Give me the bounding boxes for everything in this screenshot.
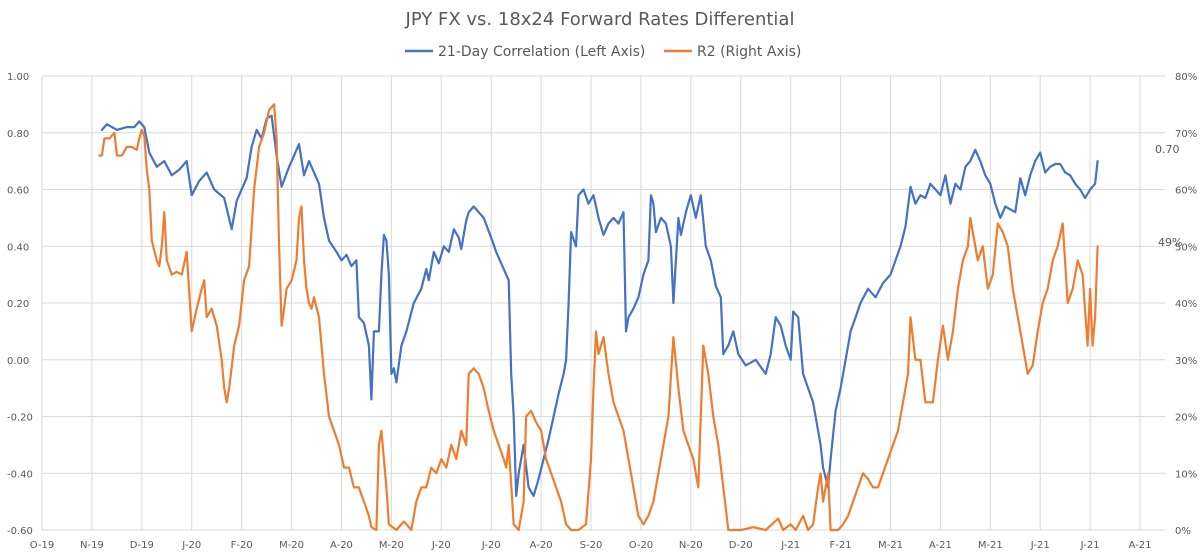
x-tick-label: A-20 <box>330 540 353 551</box>
y-left-tick-label: 0.60 <box>7 186 29 197</box>
legend-label-correlation: 21-Day Correlation (Left Axis) <box>438 44 645 60</box>
x-tick-label: J-20 <box>431 540 451 551</box>
annotation-correlation-last: 0.70 <box>1155 143 1180 156</box>
y-left-tick-label: -0.20 <box>7 413 33 424</box>
legend-item-correlation[interactable]: 21-Day Correlation (Left Axis) <box>405 44 645 60</box>
chart-title: JPY FX vs. 18x24 Forward Rates Different… <box>405 9 795 30</box>
axes: -0.60 -0.40 -0.20 0.00 0.20 0.40 0.60 0.80 1.00 0… <box>7 72 1197 551</box>
legend[interactable]: 21-Day Correlation (Left Axis) R2 (Right… <box>405 44 801 60</box>
x-tick-label: A-21 <box>1129 540 1152 551</box>
y-right-tick-label: 40% <box>1175 299 1197 310</box>
x-tick-label: M-21 <box>878 540 903 551</box>
y-left-tick-label: 0.20 <box>7 299 29 310</box>
y-right-tick-label: 80% <box>1175 72 1197 83</box>
x-tick-label: S-20 <box>580 540 603 551</box>
x-tick-label: A-20 <box>530 540 553 551</box>
x-tick-label: F-20 <box>231 540 253 551</box>
x-tick-label: M-20 <box>279 540 304 551</box>
x-tick-label: A-21 <box>929 540 952 551</box>
y-left-tick-label: 1.00 <box>7 72 29 83</box>
legend-label-r2: R2 (Right Axis) <box>697 44 801 60</box>
x-tick-label: D-20 <box>729 540 753 551</box>
y-left-tick-label: -0.40 <box>7 469 33 480</box>
x-tick-label: J-21 <box>1030 540 1050 551</box>
series-lines <box>98 103 1099 532</box>
y-right-tick-label: 20% <box>1175 413 1197 424</box>
y-right-tick-label: 10% <box>1175 469 1197 480</box>
y-left-tick-label: 0.00 <box>7 356 29 367</box>
y-right-tick-label: 50% <box>1175 242 1197 253</box>
y-right-tick-label: 60% <box>1175 186 1197 197</box>
x-tick-label: M-20 <box>379 540 404 551</box>
series-line-correlation <box>100 114 1099 497</box>
x-tick-label: M-21 <box>978 540 1003 551</box>
x-tick-label: J-20 <box>481 540 501 551</box>
x-tick-label: O-20 <box>629 540 653 551</box>
x-tick-label: J-20 <box>181 540 201 551</box>
legend-item-r2[interactable]: R2 (Right Axis) <box>664 44 801 60</box>
y-right-tick-label: 70% <box>1175 129 1197 140</box>
x-tick-label: F-21 <box>830 540 852 551</box>
x-tick-label: O-19 <box>30 540 54 551</box>
annotation-r2-last: 49% <box>1158 236 1182 249</box>
x-tick-label: J-21 <box>1080 540 1100 551</box>
x-tick-label: J-21 <box>780 540 800 551</box>
x-tick-label: N-19 <box>80 540 104 551</box>
x-tick-label: D-19 <box>130 540 154 551</box>
y-left-tick-label: 0.40 <box>7 242 29 253</box>
y-left-tick-label: -0.60 <box>7 526 33 537</box>
y-left-tick-label: 0.80 <box>7 129 29 140</box>
y-right-tick-label: 30% <box>1175 356 1197 367</box>
x-tick-label: N-20 <box>679 540 703 551</box>
gridlines <box>41 75 1165 531</box>
series-line-r2 <box>98 103 1099 532</box>
y-right-tick-label: 0% <box>1175 526 1191 537</box>
